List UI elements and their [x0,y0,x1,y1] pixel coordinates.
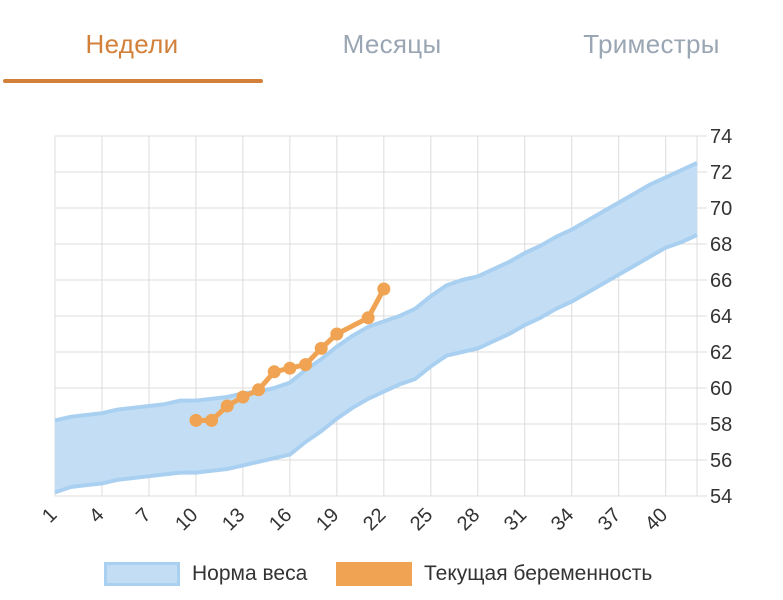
x-tick-label: 40 [641,504,672,535]
y-tick-label: 56 [710,450,732,472]
pregnancy-point[interactable] [267,365,281,379]
norm-band [54,161,698,495]
x-tick-label: 25 [406,504,437,535]
pregnancy-point[interactable] [252,383,266,397]
x-tick-label: 1 [38,504,61,527]
x-tick-label: 19 [312,504,343,535]
norm-band-area [55,163,697,493]
y-tick-label: 58 [710,414,732,436]
x-tick-label: 13 [218,504,249,535]
pregnancy-point[interactable] [330,327,344,341]
x-tick-label: 37 [594,504,625,535]
x-tick-label: 34 [547,504,578,535]
y-tick-label: 74 [710,126,732,148]
legend-swatch-norm [104,562,180,586]
pregnancy-point[interactable] [189,413,203,427]
norm-band-upper-line [54,161,698,423]
y-tick-label: 54 [710,486,732,508]
tab-months[interactable]: Месяцы [342,29,442,59]
pregnancy-point[interactable] [377,282,391,296]
x-tick-label: 16 [265,504,296,535]
legend-label-norm: Норма веса [192,562,308,585]
norm-band-lower-line [54,233,698,495]
period-tabs: Недели Месяцы Триместры [0,0,783,90]
active-tab-underline [3,79,263,83]
weight-chart: 54 56 58 60 62 64 66 68 70 72 74 1 4 7 10 13 16 19 22 25 28… [38,126,732,535]
y-tick-label: 66 [710,270,732,292]
tab-trimesters[interactable]: Триместры [583,29,720,59]
legend-swatch-current [336,562,412,586]
x-tick-label: 7 [132,504,155,527]
y-tick-label: 72 [710,162,732,184]
pregnancy-point[interactable] [314,341,328,355]
pregnancy-point[interactable] [283,361,297,375]
y-tick-label: 64 [710,306,732,328]
y-tick-label: 70 [710,198,732,220]
pregnancy-point[interactable] [299,358,313,372]
x-axis-ticks: 1 4 7 10 13 16 19 22 25 28 31 34 37 40 [38,504,672,535]
legend-label-current: Текущая беременность [424,562,653,585]
x-tick-label: 31 [500,504,531,535]
pregnancy-points [189,282,391,427]
y-tick-label: 62 [710,342,732,364]
x-tick-label: 10 [171,504,202,535]
chart-legend: Норма веса Текущая беременность [0,555,783,595]
tab-weeks[interactable]: Недели [85,29,179,59]
x-tick-label: 4 [85,504,108,527]
y-tick-label: 60 [710,378,732,400]
y-axis-ticks: 54 56 58 60 62 64 66 68 70 72 74 [710,126,732,508]
y-tick-label: 68 [710,234,732,256]
pregnancy-point[interactable] [361,311,375,325]
x-tick-label: 28 [453,504,484,535]
pregnancy-point[interactable] [220,399,234,413]
pregnancy-point[interactable] [205,413,219,427]
x-tick-label: 22 [359,504,390,535]
pregnancy-point[interactable] [236,390,250,404]
